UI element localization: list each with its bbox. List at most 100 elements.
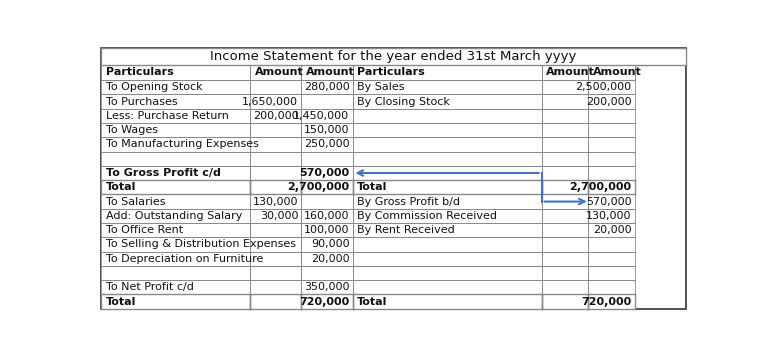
- Text: By Gross Profit b/d: By Gross Profit b/d: [357, 197, 460, 207]
- Text: To Depreciation on Furniture: To Depreciation on Furniture: [106, 254, 263, 264]
- Text: By Rent Received: By Rent Received: [357, 225, 455, 235]
- Bar: [353, 80, 541, 94]
- Bar: [250, 151, 301, 166]
- Bar: [353, 94, 541, 109]
- Bar: [541, 109, 588, 123]
- Bar: [353, 109, 541, 123]
- Bar: [101, 94, 250, 109]
- Text: 570,000: 570,000: [586, 197, 631, 207]
- Bar: [541, 137, 588, 151]
- Text: By Sales: By Sales: [357, 82, 405, 92]
- Bar: [250, 252, 301, 266]
- Bar: [541, 151, 588, 166]
- Bar: [250, 223, 301, 237]
- Bar: [101, 137, 250, 151]
- Text: Total: Total: [106, 297, 137, 307]
- Bar: [101, 166, 250, 180]
- Text: 130,000: 130,000: [253, 197, 298, 207]
- Bar: [301, 223, 353, 237]
- Bar: [353, 166, 541, 180]
- Bar: [250, 266, 301, 280]
- Bar: [541, 294, 588, 309]
- Bar: [301, 294, 353, 309]
- Text: Particulars: Particulars: [106, 67, 174, 77]
- Text: Total: Total: [357, 297, 388, 307]
- Bar: [301, 109, 353, 123]
- Text: 720,000: 720,000: [300, 297, 349, 307]
- Bar: [353, 266, 541, 280]
- Bar: [588, 180, 634, 195]
- Bar: [301, 137, 353, 151]
- Text: To Gross Profit c/d: To Gross Profit c/d: [106, 168, 221, 178]
- Bar: [541, 223, 588, 237]
- Bar: [250, 94, 301, 109]
- Bar: [353, 252, 541, 266]
- Bar: [250, 195, 301, 209]
- Bar: [250, 137, 301, 151]
- Bar: [250, 280, 301, 294]
- Bar: [101, 237, 250, 252]
- Bar: [588, 166, 634, 180]
- Text: To Office Rent: To Office Rent: [106, 225, 184, 235]
- Bar: [101, 280, 250, 294]
- Text: To Opening Stock: To Opening Stock: [106, 82, 203, 92]
- Bar: [250, 166, 301, 180]
- Bar: [301, 195, 353, 209]
- Bar: [588, 223, 634, 237]
- Bar: [588, 252, 634, 266]
- Bar: [301, 180, 353, 195]
- Bar: [301, 166, 353, 180]
- Bar: [250, 109, 301, 123]
- Bar: [101, 294, 250, 309]
- Text: 200,000: 200,000: [586, 96, 631, 107]
- Text: 2,700,000: 2,700,000: [287, 182, 349, 192]
- Text: 160,000: 160,000: [304, 211, 349, 221]
- Bar: [588, 151, 634, 166]
- Text: 720,000: 720,000: [581, 297, 631, 307]
- Text: 2,500,000: 2,500,000: [575, 82, 631, 92]
- Bar: [353, 223, 541, 237]
- Bar: [541, 237, 588, 252]
- Bar: [353, 294, 541, 309]
- Bar: [301, 65, 353, 80]
- Bar: [353, 123, 541, 137]
- Bar: [301, 94, 353, 109]
- Bar: [101, 48, 686, 65]
- Bar: [250, 123, 301, 137]
- Text: 350,000: 350,000: [304, 282, 349, 292]
- Text: 90,000: 90,000: [311, 239, 349, 250]
- Bar: [101, 80, 250, 94]
- Bar: [301, 266, 353, 280]
- Text: 280,000: 280,000: [303, 82, 349, 92]
- Bar: [301, 123, 353, 137]
- Bar: [353, 237, 541, 252]
- Bar: [101, 151, 250, 166]
- Text: Income Statement for the year ended 31st March yyyy: Income Statement for the year ended 31st…: [210, 50, 577, 63]
- Bar: [588, 266, 634, 280]
- Bar: [250, 209, 301, 223]
- Bar: [353, 137, 541, 151]
- Bar: [101, 266, 250, 280]
- Bar: [301, 209, 353, 223]
- Bar: [101, 223, 250, 237]
- Bar: [250, 80, 301, 94]
- Text: 200,000: 200,000: [253, 111, 298, 121]
- Text: 130,000: 130,000: [586, 211, 631, 221]
- Bar: [101, 180, 250, 195]
- Bar: [541, 280, 588, 294]
- Text: Total: Total: [106, 182, 137, 192]
- Text: 150,000: 150,000: [304, 125, 349, 135]
- Bar: [541, 65, 588, 80]
- Bar: [541, 166, 588, 180]
- Bar: [353, 151, 541, 166]
- Bar: [301, 280, 353, 294]
- Text: By Commission Received: By Commission Received: [357, 211, 497, 221]
- Bar: [101, 123, 250, 137]
- Text: Total: Total: [357, 182, 388, 192]
- Text: 570,000: 570,000: [300, 168, 349, 178]
- Bar: [301, 252, 353, 266]
- Bar: [588, 209, 634, 223]
- Text: 2,700,000: 2,700,000: [569, 182, 631, 192]
- Bar: [541, 266, 588, 280]
- Bar: [588, 109, 634, 123]
